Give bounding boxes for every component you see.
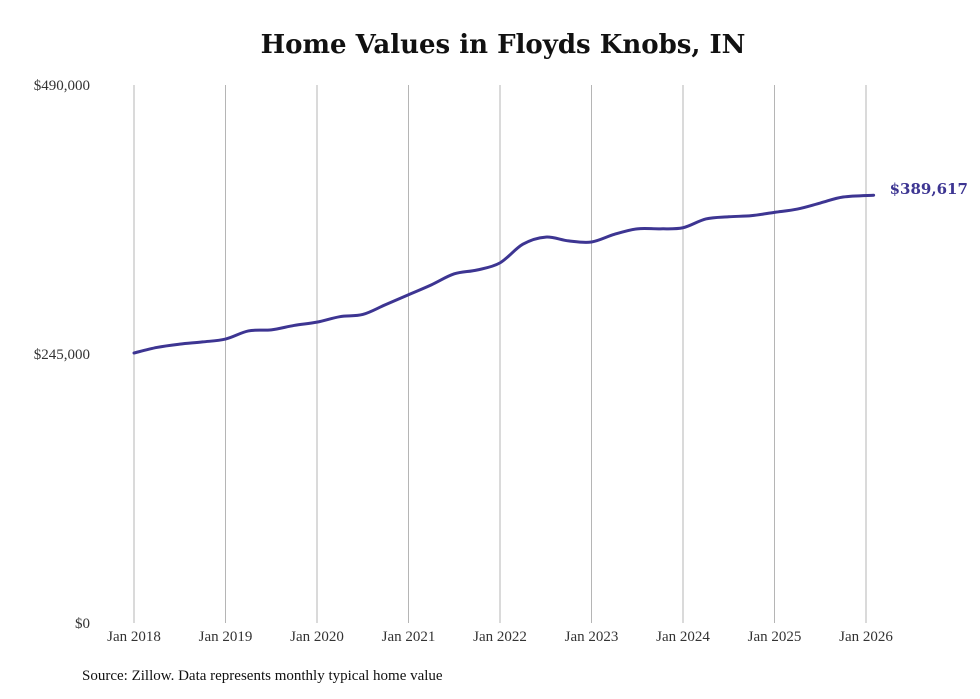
chart-title: Home Values in Floyds Knobs, IN bbox=[260, 30, 746, 60]
y-tick-label: $490,000 bbox=[34, 78, 90, 94]
x-tick-label: Jan 2023 bbox=[565, 629, 619, 645]
x-tick-label: Jan 2018 bbox=[107, 629, 161, 645]
x-tick-label: Jan 2021 bbox=[382, 629, 436, 645]
y-tick-label: $0 bbox=[75, 616, 90, 632]
series-line bbox=[132, 193, 876, 355]
source-note: Source: Zillow. Data represents monthly … bbox=[82, 668, 443, 684]
x-tick-label: Jan 2019 bbox=[199, 629, 253, 645]
x-tick-label: Jan 2020 bbox=[290, 629, 344, 645]
end-value-label: $389,617 bbox=[890, 180, 968, 198]
x-tick-label: Jan 2024 bbox=[656, 629, 710, 645]
x-tick-label: Jan 2025 bbox=[748, 629, 802, 645]
x-tick-label: Jan 2022 bbox=[473, 629, 527, 645]
x-tick-label: Jan 2026 bbox=[839, 629, 893, 645]
y-tick-label: $245,000 bbox=[34, 347, 90, 363]
